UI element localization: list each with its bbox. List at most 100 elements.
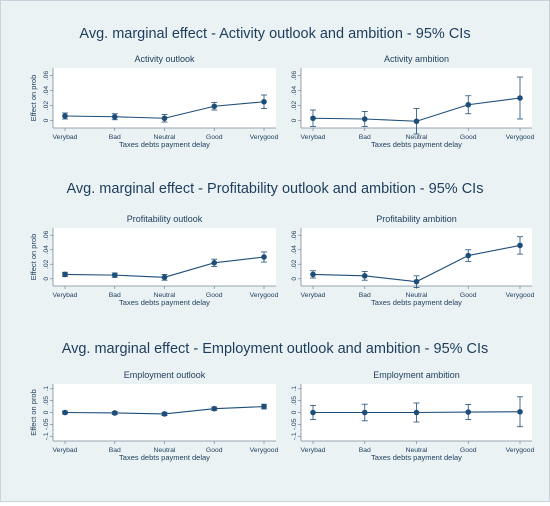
- x-tick-label: Bad: [359, 447, 371, 454]
- y-tick-label: .06: [291, 71, 298, 81]
- data-point: [517, 95, 523, 101]
- x-axis-label: Taxes debts payment delay: [371, 453, 462, 462]
- panel-title: Employment ambition: [373, 370, 460, 380]
- panel-title: Activity ambition: [384, 54, 449, 64]
- data-point: [310, 115, 316, 122]
- data-point: [261, 403, 267, 410]
- data-point: [465, 101, 472, 108]
- panel-title: Profitability outlook: [127, 214, 203, 224]
- x-tick-label: Good: [460, 292, 477, 299]
- y-tick-label: 0: [291, 118, 298, 122]
- data-point: [261, 98, 267, 105]
- x-tick-label: Neutral: [154, 292, 176, 299]
- y-tick-label: -.1: [291, 432, 298, 440]
- y-axis-label: Effect on prob: [29, 75, 38, 122]
- x-tick-label: Verygood: [250, 292, 279, 299]
- data-point: [361, 116, 368, 122]
- data-point: [517, 242, 523, 249]
- x-tick-label: Bad: [359, 134, 371, 141]
- y-tick-label: .02: [43, 101, 50, 111]
- panel-title: Activity outlook: [134, 54, 195, 64]
- data-point: [361, 273, 368, 279]
- data-point: [111, 410, 118, 416]
- data-point: [111, 113, 118, 120]
- data-point: [211, 103, 218, 110]
- data-point: [465, 409, 472, 415]
- panel-0: Activity outlook Verybad Bad Neutral Good Ver…: [29, 54, 279, 149]
- y-tick-label: .06: [43, 230, 50, 240]
- x-tick-label: Bad: [109, 134, 121, 141]
- panel-4: Employment outlook Verybad Bad Neutral Good V…: [29, 370, 279, 462]
- y-tick-label: .04: [43, 245, 50, 255]
- data-point: [413, 409, 420, 416]
- data-point: [465, 252, 472, 259]
- x-axis-label: Taxes debts payment delay: [119, 140, 210, 149]
- y-tick-label: 0: [291, 277, 298, 281]
- x-tick-label: Bad: [109, 447, 121, 454]
- y-tick-label: .04: [43, 86, 50, 96]
- x-tick-label: Verybad: [301, 447, 326, 454]
- x-tick-label: Verygood: [250, 134, 279, 141]
- y-tick-label: -.1: [43, 432, 50, 440]
- panel-title: Employment outlook: [124, 370, 206, 380]
- y-tick-label: 0: [43, 118, 50, 122]
- row-title-profitability: Avg. marginal effect - Profitability out…: [67, 181, 484, 197]
- panel-2: Profitability outlook Verybad Bad Neutral Go…: [29, 214, 279, 307]
- data-point: [161, 274, 168, 281]
- y-tick-label: .1: [291, 386, 298, 392]
- x-tick-label: Neutral: [406, 447, 428, 454]
- y-tick-label: .02: [43, 259, 50, 269]
- y-tick-label: 0: [43, 410, 50, 414]
- x-tick-label: Good: [460, 134, 477, 141]
- panel-1: Activity ambition Verybad Bad Neutral Good Ve…: [291, 54, 535, 149]
- y-tick-label: .06: [43, 71, 50, 81]
- data-point: [161, 411, 168, 417]
- data-point: [413, 278, 420, 285]
- x-axis-label: Taxes debts payment delay: [371, 298, 462, 307]
- x-tick-label: Verygood: [506, 292, 535, 299]
- panel-5: Employment ambition Verybad Bad Neutral Good…: [291, 370, 535, 462]
- y-tick-label: .1: [43, 386, 50, 392]
- x-axis-label: Taxes debts payment delay: [119, 298, 210, 307]
- panel-title: Profitability ambition: [376, 214, 457, 224]
- data-point: [62, 271, 68, 278]
- x-tick-label: Verybad: [53, 292, 78, 299]
- y-tick-label: .04: [291, 86, 298, 96]
- x-tick-label: Verybad: [53, 134, 78, 141]
- x-tick-label: Verybad: [301, 292, 326, 299]
- y-tick-label: .06: [291, 230, 298, 240]
- data-point: [517, 408, 523, 415]
- data-point: [310, 409, 316, 416]
- x-tick-label: Bad: [359, 292, 371, 299]
- x-tick-label: Good: [206, 292, 223, 299]
- y-tick-label: 0: [43, 277, 50, 281]
- row-title-activity: Avg. marginal effect - Activity outlook …: [79, 26, 470, 42]
- data-point: [310, 271, 316, 278]
- data-point: [413, 118, 420, 125]
- x-tick-label: Bad: [109, 292, 121, 299]
- y-tick-label: .04: [291, 245, 298, 255]
- x-tick-label: Good: [460, 447, 477, 454]
- data-point: [361, 409, 368, 416]
- data-point: [62, 113, 68, 119]
- y-tick-label: -.05: [43, 418, 50, 430]
- chart-panels: Activity outlook Verybad Bad Neutral Good Ver…: [29, 54, 535, 462]
- data-point: [111, 272, 118, 278]
- y-tick-label: .05: [291, 396, 298, 406]
- data-point: [261, 254, 267, 260]
- y-tick-label: .05: [43, 396, 50, 406]
- x-axis-label: Taxes debts payment delay: [119, 453, 210, 462]
- row-title-employment: Avg. marginal effect - Employment outloo…: [62, 341, 489, 357]
- data-point: [161, 115, 168, 122]
- x-tick-label: Verybad: [53, 447, 78, 454]
- x-tick-label: Neutral: [406, 292, 428, 299]
- y-axis-label: Effect on prob: [29, 389, 38, 436]
- y-tick-label: .02: [291, 259, 298, 269]
- x-tick-label: Neutral: [406, 134, 428, 141]
- x-tick-label: Verygood: [250, 447, 279, 454]
- x-tick-label: Verybad: [301, 134, 326, 141]
- panel-3: Profitability ambition Verybad Bad Neutral G…: [291, 214, 535, 307]
- x-tick-label: Good: [206, 134, 223, 141]
